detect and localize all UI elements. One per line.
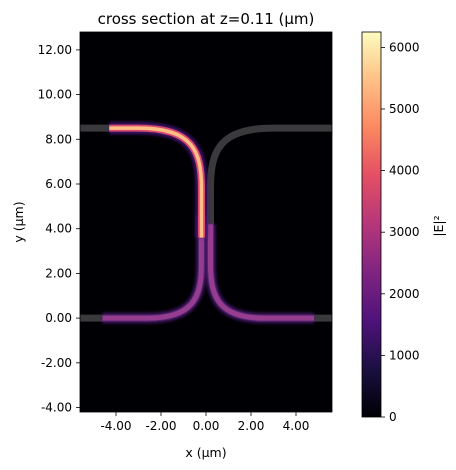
field-core	[208, 224, 314, 321]
y-tick-label: 4.00	[45, 222, 72, 236]
colorbar-tick-label: 5000	[389, 102, 420, 116]
y-tick-label: 2.00	[45, 266, 72, 280]
y-tick-label: 6.00	[45, 177, 72, 191]
colorbar-tick-label: 4000	[389, 164, 420, 178]
field-layer	[80, 122, 332, 324]
y-tick-label: 10.00	[38, 88, 72, 102]
x-tick-label: -4.00	[100, 419, 131, 433]
y-tick-label: 8.00	[45, 132, 72, 146]
x-axis: -4.00 -2.00 0.00 2.00 4.00	[100, 412, 309, 433]
field-core-upper	[109, 126, 204, 238]
y-axis: -4.00 -2.00 0.00 2.00 4.00 6.00 8.00 10.00 12.00	[38, 43, 80, 415]
x-tick-label: -2.00	[145, 419, 176, 433]
y-tick-label: 12.00	[38, 43, 72, 57]
colorbar-tick-label: 1000	[389, 348, 420, 362]
y-tick-label: -2.00	[41, 356, 72, 370]
colorbar-tick-label: 3000	[389, 225, 420, 239]
field-core	[102, 215, 204, 321]
y-axis-label: y (µm)	[11, 201, 26, 242]
colorbar-tick-label: 6000	[389, 40, 420, 54]
colorbar-axis: 0 1000 2000 3000 4000 5000 6000	[381, 40, 420, 424]
x-tick-label: 4.00	[283, 419, 310, 433]
chart-title: cross section at z=0.11 (µm)	[98, 10, 315, 28]
y-tick-label: 0.00	[45, 311, 72, 325]
x-tick-label: 0.00	[193, 419, 220, 433]
y-tick-label: -4.00	[41, 401, 72, 415]
colorbar-label: |E|²	[431, 215, 446, 236]
colorbar-tick-label: 0	[389, 410, 397, 424]
waveguide-structure	[207, 124, 332, 240]
x-axis-label: x (µm)	[185, 445, 226, 460]
colorbar-tick-label: 2000	[389, 287, 420, 301]
colorbar	[361, 31, 382, 418]
x-tick-label: 2.00	[238, 419, 265, 433]
